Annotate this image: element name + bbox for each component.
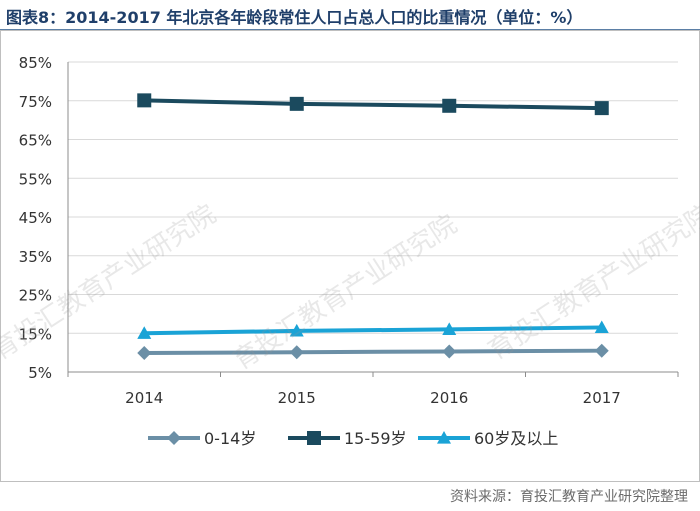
y-tick-label: 55%	[19, 170, 52, 188]
series-line	[144, 325, 602, 336]
legend-label: 0-14岁	[204, 429, 256, 448]
y-tick-label: 35%	[19, 248, 52, 266]
legend-marker	[307, 431, 321, 445]
source-note: 资料来源：育投汇教育产业研究院整理	[450, 489, 688, 505]
legend-item: 15-59岁	[288, 429, 407, 448]
series-line	[144, 348, 602, 356]
data-point	[594, 101, 609, 116]
x-tick-label: 2017	[583, 389, 621, 407]
y-tick-label: 65%	[19, 132, 52, 150]
y-tick-label: 75%	[19, 93, 52, 111]
data-point	[289, 323, 304, 337]
y-tick-label: 15%	[19, 325, 52, 343]
legend-marker	[167, 431, 181, 445]
legend-item: 0-14岁	[148, 429, 256, 448]
x-tick-label: 2014	[125, 389, 163, 407]
chart-title-bar: 图表8：2014-2017 年北京各年龄段常住人口占总人口的比重情况（单位：%）	[0, 0, 700, 30]
legend-label: 15-59岁	[344, 429, 407, 448]
legend-label: 60岁及以上	[474, 429, 558, 448]
y-tick-label: 45%	[19, 209, 52, 227]
x-tick-label: 2016	[430, 389, 468, 407]
data-point	[594, 320, 609, 334]
data-point	[289, 96, 304, 111]
data-point	[289, 345, 304, 360]
series-line	[144, 98, 602, 111]
data-point	[137, 326, 152, 339]
x-tick-label: 2015	[278, 389, 316, 407]
data-point	[442, 344, 457, 359]
data-point	[594, 343, 609, 358]
data-point	[442, 98, 457, 113]
legend-item: 60岁及以上	[418, 429, 558, 448]
data-point	[137, 93, 152, 108]
y-tick-label: 25%	[19, 287, 52, 305]
chart-title: 图表8：2014-2017 年北京各年龄段常住人口占总人口的比重情况（单位：%）	[6, 8, 583, 27]
y-tick-label: 5%	[28, 364, 52, 382]
data-point	[442, 322, 457, 335]
legend-marker	[437, 431, 451, 444]
y-tick-label: 85%	[19, 54, 52, 72]
data-point	[137, 346, 152, 361]
